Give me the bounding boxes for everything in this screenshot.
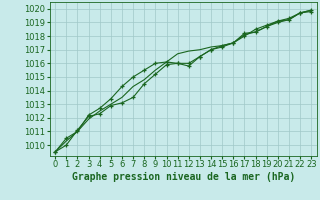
X-axis label: Graphe pression niveau de la mer (hPa): Graphe pression niveau de la mer (hPa) xyxy=(72,172,295,182)
